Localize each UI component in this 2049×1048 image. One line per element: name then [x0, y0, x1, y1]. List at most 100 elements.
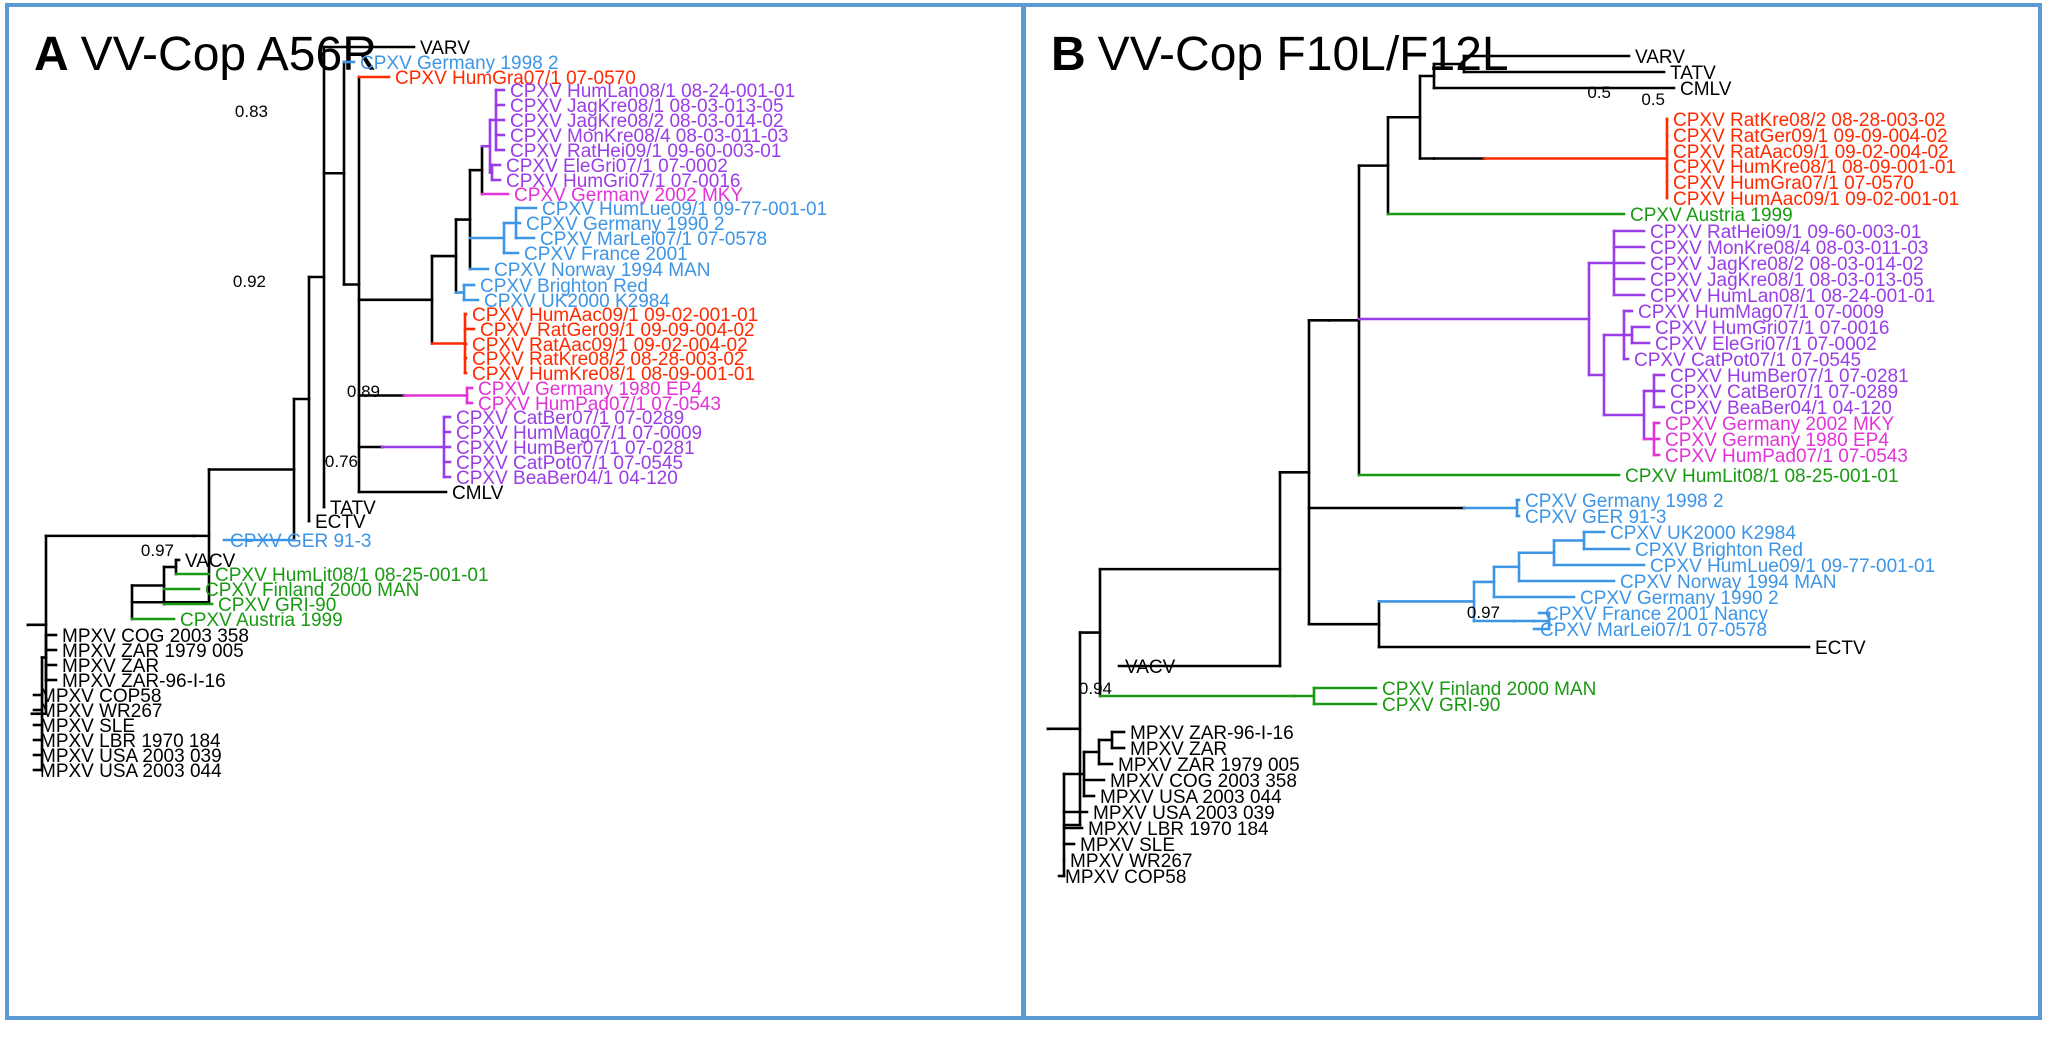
taxon-label: CPXV HumGri07/1 07-0016	[506, 171, 740, 192]
taxon-label: CPXV Austria 1999	[180, 610, 343, 631]
taxon-label: MPXV SLE	[40, 716, 135, 737]
taxon-label: CPXV HumGra07/1 07-0570	[1673, 173, 1914, 194]
taxon-label: MPXV WR267	[1070, 851, 1192, 872]
taxon-label: CPXV HumLue09/1 09-77-001-01	[542, 199, 827, 220]
taxon-label: MPXV WR267	[40, 701, 162, 722]
taxon-label: ECTV	[315, 512, 366, 533]
taxon-label: CPXV Germany 2002 MKY	[514, 185, 743, 206]
taxon-label: CPXV Germany 1990 2	[526, 214, 725, 235]
taxon-label: CPXV GRI-90	[1382, 695, 1500, 716]
taxon-label: MPXV USA 2003 044	[1100, 787, 1282, 808]
taxon-label: CPXV HumKre08/1 08-09-001-01	[1673, 157, 1956, 178]
taxon-label: CPXV RatGer09/1 09-09-004-02	[480, 320, 755, 341]
taxon-label: CPXV UK2000 K2984	[484, 291, 670, 312]
taxon-label: TATV	[1670, 63, 1716, 84]
taxon-label: CPXV CatPot07/1 07-0545	[456, 453, 683, 474]
taxon-label: CPXV CatBer07/1 07-0289	[456, 408, 684, 429]
panel-a-title: A VV-Cop A56R	[34, 27, 377, 82]
taxon-label: VARV	[420, 38, 470, 59]
taxon-label: CPXV France 2001 Nancy	[1545, 604, 1768, 625]
taxon-label: CPXV RatKre08/2 08-28-003-02	[1673, 110, 1946, 131]
taxon-label: CPXV JagKre08/1 08-03-013-05	[510, 96, 784, 117]
support-value: 0.97	[1467, 603, 1500, 622]
taxon-label: CPXV CatBer07/1 07-0289	[1670, 382, 1898, 403]
taxon-label: CPXV Norway 1994 MAN	[494, 260, 710, 281]
taxon-label: MPXV COP58	[1065, 867, 1186, 888]
taxon-label: CPXV Germany 1980 EP4	[1665, 430, 1889, 451]
taxon-label: CPXV MarLei07/1 07-0578	[1540, 620, 1767, 641]
taxon-label: CMLV	[452, 483, 504, 504]
taxon-label: ECTV	[1815, 638, 1866, 659]
taxon-label: CPXV HumGra07/1 07-0570	[395, 68, 636, 89]
support-value: 0.94	[1079, 679, 1112, 698]
taxon-label: CPXV HumLue09/1 09-77-001-01	[1650, 556, 1935, 577]
support-value: 0.89	[347, 382, 380, 401]
taxon-label: CPXV Germany 1998 2	[1525, 491, 1724, 512]
taxon-label: MPXV ZAR	[62, 656, 159, 677]
taxon-label: CPXV HumMag07/1 07-0009	[456, 423, 702, 444]
taxon-label: CPXV HumMag07/1 07-0009	[1638, 302, 1884, 323]
taxon-label: CPXV HumGri07/1 07-0016	[1655, 318, 1889, 339]
panel-a-frame: A VV-Cop A56R VARV CPXV Germany 1998 2 CPXV…	[5, 3, 1025, 1020]
taxon-label: TATV	[330, 498, 376, 519]
taxon-label: CPXV Germany 1998 2	[360, 53, 559, 74]
taxon-label: MPXV COG 2003 358	[62, 626, 249, 647]
taxon-label: CPXV HumBer07/1 07-0281	[456, 438, 695, 459]
taxon-label: MPXV ZAR	[1130, 739, 1227, 760]
taxon-label: CPXV Brighton Red	[1635, 540, 1803, 561]
taxon-label: CPXV JagKre08/2 08-03-014-02	[510, 111, 784, 132]
taxon-label: CPXV GER 91-3	[1525, 507, 1667, 528]
taxon-label: CPXV RatAac09/1 09-02-004-02	[472, 335, 748, 356]
taxon-label: MPXV LBR 1970 184	[40, 731, 221, 752]
taxon-label: CPXV RatHei09/1 09-60-003-01	[1650, 222, 1921, 243]
panel-b-frame: B VV-Cop F10L/F12L VARV TATV CMLV CPXV RatKr…	[1022, 3, 2042, 1020]
taxon-label: VACV	[185, 551, 236, 572]
taxon-label: CPXV RatAac09/1 09-02-004-02	[1673, 142, 1949, 163]
panel-a-letter: A	[34, 28, 69, 81]
taxon-label: CPXV JagKre08/1 08-03-013-05	[1650, 270, 1924, 291]
taxon-label: CPXV Norway 1994 MAN	[1620, 572, 1836, 593]
taxon-label: CPXV GRI-90	[218, 595, 336, 616]
taxon-label: CPXV Germany 1990 2	[1580, 588, 1779, 609]
taxon-label: CPXV HumKre08/1 08-09-001-01	[472, 364, 755, 385]
taxon-label: MPXV COG 2003 358	[1110, 771, 1297, 792]
support-value: 0.83	[235, 102, 268, 121]
taxon-label: CPXV JagKre08/2 08-03-014-02	[1650, 254, 1924, 275]
panel-b-title-text: VV-Cop F10L/F12L	[1097, 28, 1509, 81]
taxon-label: MPXV ZAR 1979 005	[1118, 755, 1300, 776]
taxon-label: MPXV ZAR-96-I-16	[62, 671, 226, 692]
panel-a-title-text: VV-Cop A56R	[80, 28, 377, 81]
taxon-label: CPXV MonKre08/4 08-03-011-03	[1650, 238, 1928, 259]
taxon-label: VARV	[1635, 47, 1685, 68]
support-value: 0.5	[1587, 83, 1611, 102]
taxon-label: CPXV Germany 1980 EP4	[478, 379, 702, 400]
taxon-label: CPXV RatKre08/2 08-28-003-02	[472, 349, 745, 370]
taxon-label: CPXV HumLit08/1 08-25-001-01	[1625, 466, 1899, 487]
taxon-label: CPXV HumLit08/1 08-25-001-01	[215, 565, 489, 586]
taxon-label: CPXV UK2000 K2984	[1610, 523, 1796, 544]
taxon-label: CPXV Austria 1999	[1630, 205, 1793, 226]
support-value: 0.76	[325, 452, 358, 471]
support-value: 0.5	[1641, 90, 1665, 109]
support-value: 0.92	[233, 272, 266, 291]
taxon-label: CPXV RatHei09/1 09-60-003-01	[510, 141, 781, 162]
panel-b-letter: B	[1051, 28, 1086, 81]
taxon-label: MPXV USA 2003 039	[1093, 803, 1275, 824]
taxon-label: CPXV HumLan08/1 08-24-001-01	[510, 81, 795, 102]
taxon-label: MPXV SLE	[1080, 835, 1175, 856]
taxon-label: CPXV HumPad07/1 07-0543	[478, 394, 721, 415]
taxon-label: CPXV EleGri07/1 07-0002	[506, 156, 728, 177]
taxon-label: CMLV	[1680, 79, 1732, 100]
taxon-label: CPXV CatPot07/1 07-0545	[1634, 350, 1861, 371]
panel-b-title: B VV-Cop F10L/F12L	[1051, 27, 1509, 82]
taxon-label: CPXV HumBer07/1 07-0281	[1670, 366, 1909, 387]
taxon-label: CPXV HumLan08/1 08-24-001-01	[1650, 286, 1935, 307]
taxon-label: CPXV Germany 2002 MKY	[1665, 414, 1894, 435]
taxon-label: CPXV BeaBer04/1 04-120	[1670, 398, 1892, 419]
taxon-label: MPXV LBR 1970 184	[1088, 819, 1269, 840]
taxon-label: MPXV USA 2003 044	[40, 761, 222, 782]
taxon-label: CPXV Finland 2000 MAN	[205, 580, 419, 601]
taxon-label: CPXV RatGer09/1 09-09-004-02	[1673, 126, 1948, 147]
taxon-label: CPXV EleGri07/1 07-0002	[1655, 334, 1877, 355]
